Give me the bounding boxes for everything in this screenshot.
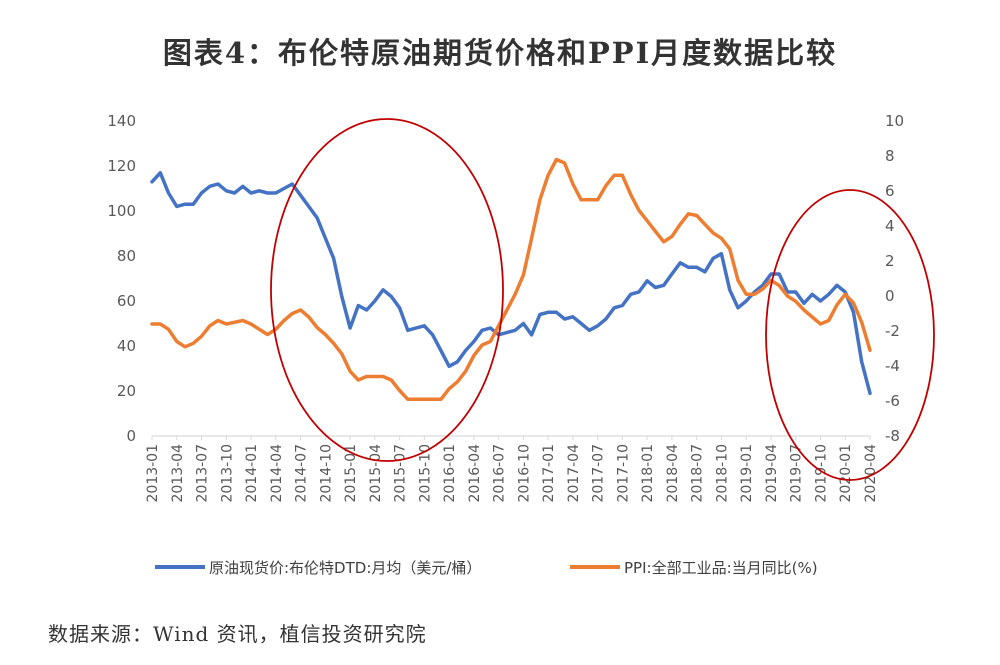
legend: 原油现货价:布伦特DTD:月均（美元/桶） PPI:全部工业品:当月同比(%) <box>155 559 818 577</box>
x-tick-label: 2019-07 <box>789 444 805 503</box>
right-tick-label: 4 <box>885 217 895 235</box>
x-tick-label: 2014-07 <box>294 444 310 503</box>
left-axis-ticks: 140 120 100 80 60 40 20 0 <box>107 112 136 445</box>
highlight-ellipses <box>270 118 935 481</box>
x-tick-label: 2016-07 <box>492 444 508 503</box>
x-tick-label: 2016-04 <box>467 444 483 503</box>
x-tick-label: 2013-07 <box>195 444 211 503</box>
right-tick-label: -8 <box>885 427 900 445</box>
series-line-ppi <box>150 157 872 402</box>
source-note: 数据来源：Wind 资讯，植信投资研究院 <box>48 622 427 646</box>
x-tick-label: 2014-04 <box>269 444 285 503</box>
legend-label-ppi: PPI:全部工业品:当月同比(%) <box>624 559 818 577</box>
x-tick-label: 2017-10 <box>615 444 631 503</box>
x-tick-label: 2017-01 <box>541 444 557 503</box>
left-tick-label: 60 <box>117 292 136 310</box>
x-tick-label: 2017-04 <box>566 444 582 503</box>
x-tick-label: 2015-04 <box>368 444 384 503</box>
left-tick-label: 20 <box>117 382 136 400</box>
right-tick-label: 6 <box>885 182 895 200</box>
right-tick-label: -6 <box>885 392 900 410</box>
right-tick-label: 0 <box>885 287 895 305</box>
x-tick-label: 2016-01 <box>442 444 458 503</box>
right-tick-label: -4 <box>885 357 900 375</box>
x-tick-label: 2020-01 <box>838 444 854 503</box>
chart-title: 图表4：布伦特原油期货价格和PPI月度数据比较 <box>162 36 838 70</box>
x-tick-label: 2018-01 <box>640 444 656 503</box>
x-tick-label: 2015-10 <box>417 444 433 503</box>
x-tick-label: 2019-04 <box>764 444 780 503</box>
x-tick-label: 2018-04 <box>665 444 681 503</box>
left-tick-label: 120 <box>107 157 136 175</box>
x-tick-label: 2019-01 <box>739 444 755 503</box>
right-tick-label: 8 <box>885 147 895 165</box>
highlight-ellipse-2019-2020 <box>765 189 935 481</box>
x-tick-label: 2013-04 <box>170 444 186 503</box>
series-lines <box>150 157 872 402</box>
left-tick-label: 40 <box>117 337 136 355</box>
right-tick-label: 2 <box>885 252 895 270</box>
highlight-ellipse-2014-2016 <box>270 118 504 462</box>
x-tick-label: 2014-10 <box>318 444 334 503</box>
x-tick-label: 2016-10 <box>516 444 532 503</box>
x-tick-label: 2013-01 <box>145 444 161 503</box>
x-axis-ticks: 2013-01 2013-04 2013-07 2013-10 2014-01 2014-… <box>145 436 879 503</box>
legend-label-brent: 原油现货价:布伦特DTD:月均（美元/桶） <box>209 559 481 577</box>
x-tick-label: 2017-07 <box>591 444 607 503</box>
x-tick-label: 2018-10 <box>714 444 730 503</box>
right-tick-label: 10 <box>885 112 904 130</box>
x-tick-label: 2013-10 <box>219 444 235 503</box>
left-tick-label: 140 <box>107 112 136 130</box>
left-tick-label: 80 <box>117 247 136 265</box>
x-tick-label: 2014-01 <box>244 444 260 503</box>
right-tick-label: -2 <box>885 322 900 340</box>
right-axis-ticks: 10 8 6 4 2 0 -2 -4 -6 -8 <box>885 112 904 445</box>
left-tick-label: 0 <box>126 427 136 445</box>
left-tick-label: 100 <box>107 202 136 220</box>
x-tick-label: 2015-07 <box>393 444 409 503</box>
x-tick-label: 2019-10 <box>813 444 829 503</box>
x-tick-label: 2020-04 <box>863 444 879 503</box>
x-tick-label: 2015-01 <box>343 444 359 503</box>
x-tick-label: 2018-07 <box>690 444 706 503</box>
series-line-brent <box>150 171 872 396</box>
